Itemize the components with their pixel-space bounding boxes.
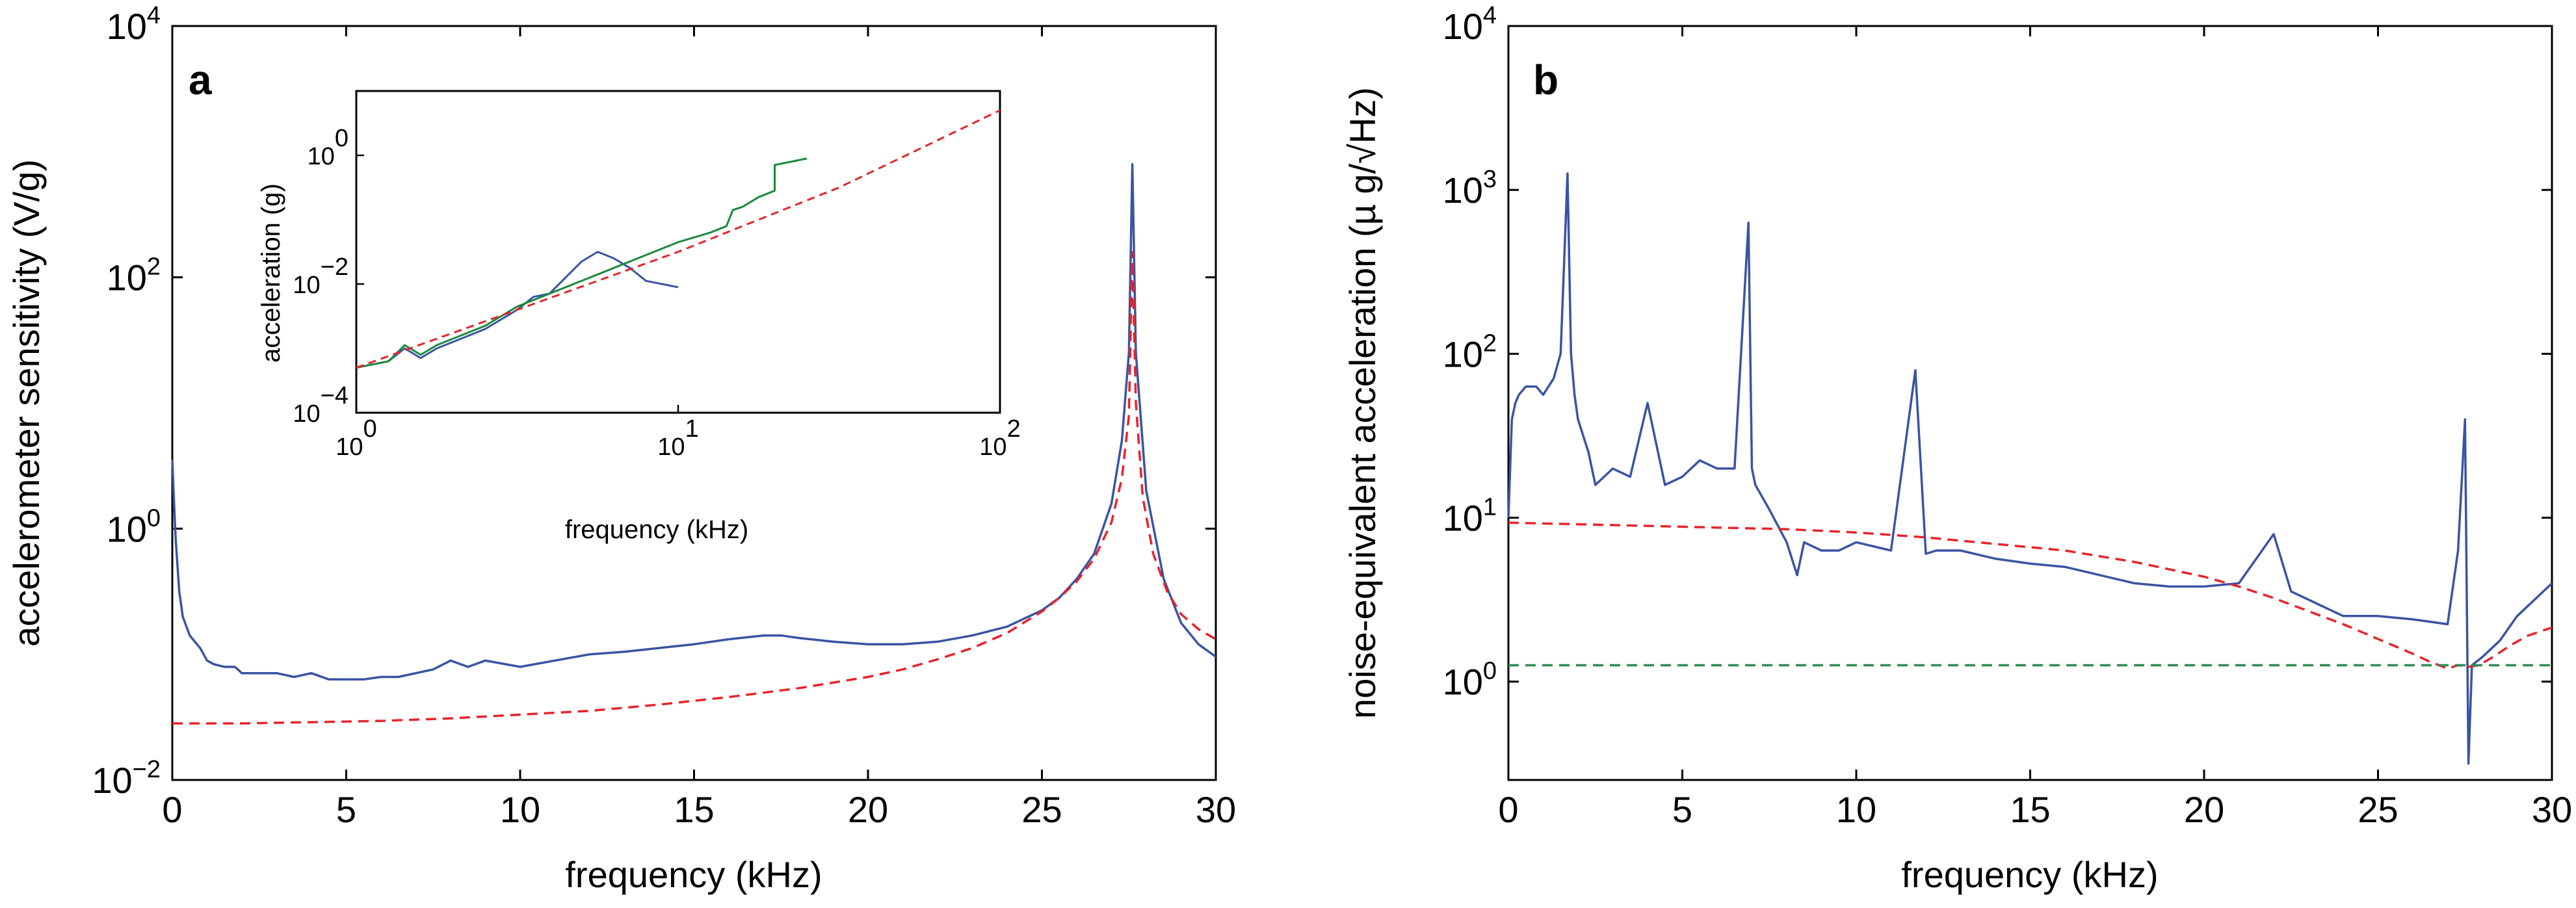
panel-b-x-tick-label: 30 bbox=[2532, 789, 2572, 830]
inset-x-tick-label: 100 bbox=[335, 415, 376, 461]
inset-x-ticks: 100 101 102 bbox=[335, 405, 1021, 461]
panel-a-series-measured bbox=[171, 162, 1217, 681]
panel-b-x-ticks: 0 5 10 15 20 25 30 bbox=[1498, 26, 2572, 830]
inset-y-tick-label: 100 bbox=[308, 125, 348, 170]
panel-a-x-tick-label: 15 bbox=[674, 789, 714, 830]
panel-b-x-tick-label: 20 bbox=[2184, 789, 2224, 830]
panel-a-y-axis-label: accelerometer sensitivity (V/g) bbox=[6, 159, 47, 647]
panel-b-y-tick-label: 100 bbox=[1443, 658, 1497, 703]
panel-b-series-model bbox=[1508, 521, 2553, 670]
panel-a-y-tick-label: 100 bbox=[107, 504, 161, 549]
panel-b-x-tick-label: 5 bbox=[1672, 789, 1692, 830]
panel-b-x-tick-label: 25 bbox=[2358, 789, 2398, 830]
panel-b-x-tick-label: 10 bbox=[1836, 789, 1876, 830]
panel-b-y-ticks: 100 101 102 103 104 bbox=[1443, 2, 2552, 703]
inset-y-tick-label: 10−4 bbox=[293, 382, 348, 428]
inset-x-tick-label: 101 bbox=[657, 415, 698, 461]
inset-y-tick-label: 10−2 bbox=[293, 253, 348, 299]
inset-x-axis-label: frequency (kHz) bbox=[565, 515, 748, 544]
panel-a-letter: a bbox=[189, 57, 212, 103]
panel-a-x-tick-label: 30 bbox=[1196, 789, 1236, 830]
inset-series-green bbox=[356, 157, 808, 369]
inset-series bbox=[356, 109, 1001, 369]
panel-b: b 0 5 10 15 20 25 30 100 101 102 103 104 frequency… bbox=[1342, 2, 2572, 895]
panel-b-y-axis-label: noise‑equivalent acceleration (µ g/√Hz) bbox=[1342, 87, 1383, 719]
inset-series-model bbox=[356, 109, 1001, 369]
panel-b-series bbox=[1507, 172, 2553, 765]
panel-a-x-tick-label: 0 bbox=[162, 789, 182, 830]
panel-a-y-tick-label: 104 bbox=[107, 2, 161, 47]
panel-b-y-tick-label: 103 bbox=[1443, 166, 1497, 211]
panel-a-series bbox=[171, 162, 1217, 725]
inset-x-tick-label: 102 bbox=[979, 415, 1020, 461]
inset-y-axis-label: acceleration (g) bbox=[257, 183, 285, 363]
panel-b-y-tick-label: 102 bbox=[1443, 330, 1497, 374]
panel-b-y-tick-label: 101 bbox=[1443, 494, 1497, 539]
panel-a-x-tick-label: 25 bbox=[1021, 789, 1062, 830]
panel-a-y-tick-label: 10−2 bbox=[92, 756, 161, 801]
inset-y-ticks: 10−4 10−2 100 bbox=[293, 125, 364, 428]
panel-a-y-tick-label: 102 bbox=[107, 253, 161, 298]
panel-b-x-tick-label: 15 bbox=[2010, 789, 2050, 830]
panel-a-x-tick-label: 10 bbox=[500, 789, 540, 830]
panel-a-y-ticks: 10−2 100 102 104 bbox=[92, 2, 1216, 801]
panel-a-series-model bbox=[172, 251, 1216, 725]
inset-series-blue bbox=[356, 251, 679, 369]
panel-b-x-axis-label: frequency (kHz) bbox=[1901, 854, 2158, 895]
panel-b-series-measured bbox=[1507, 172, 2553, 765]
panel-a: a 0 5 10 15 20 25 30 10−2 100 102 104 frequency (… bbox=[6, 2, 1236, 895]
panel-b-y-tick-label: 104 bbox=[1443, 2, 1497, 47]
panel-a-x-tick-label: 20 bbox=[848, 789, 888, 830]
panel-a-inset: 100 101 102 10−4 10−2 100 frequency (kHz) ac… bbox=[257, 90, 1021, 544]
panel-b-letter: b bbox=[1533, 57, 1558, 103]
panel-a-x-ticks: 0 5 10 15 20 25 30 bbox=[162, 26, 1236, 830]
panel-b-x-tick-label: 0 bbox=[1498, 789, 1518, 830]
panel-a-x-axis-label: frequency (kHz) bbox=[565, 854, 822, 895]
panel-b-frame bbox=[1507, 25, 2553, 781]
panel-a-x-tick-label: 5 bbox=[336, 789, 356, 830]
